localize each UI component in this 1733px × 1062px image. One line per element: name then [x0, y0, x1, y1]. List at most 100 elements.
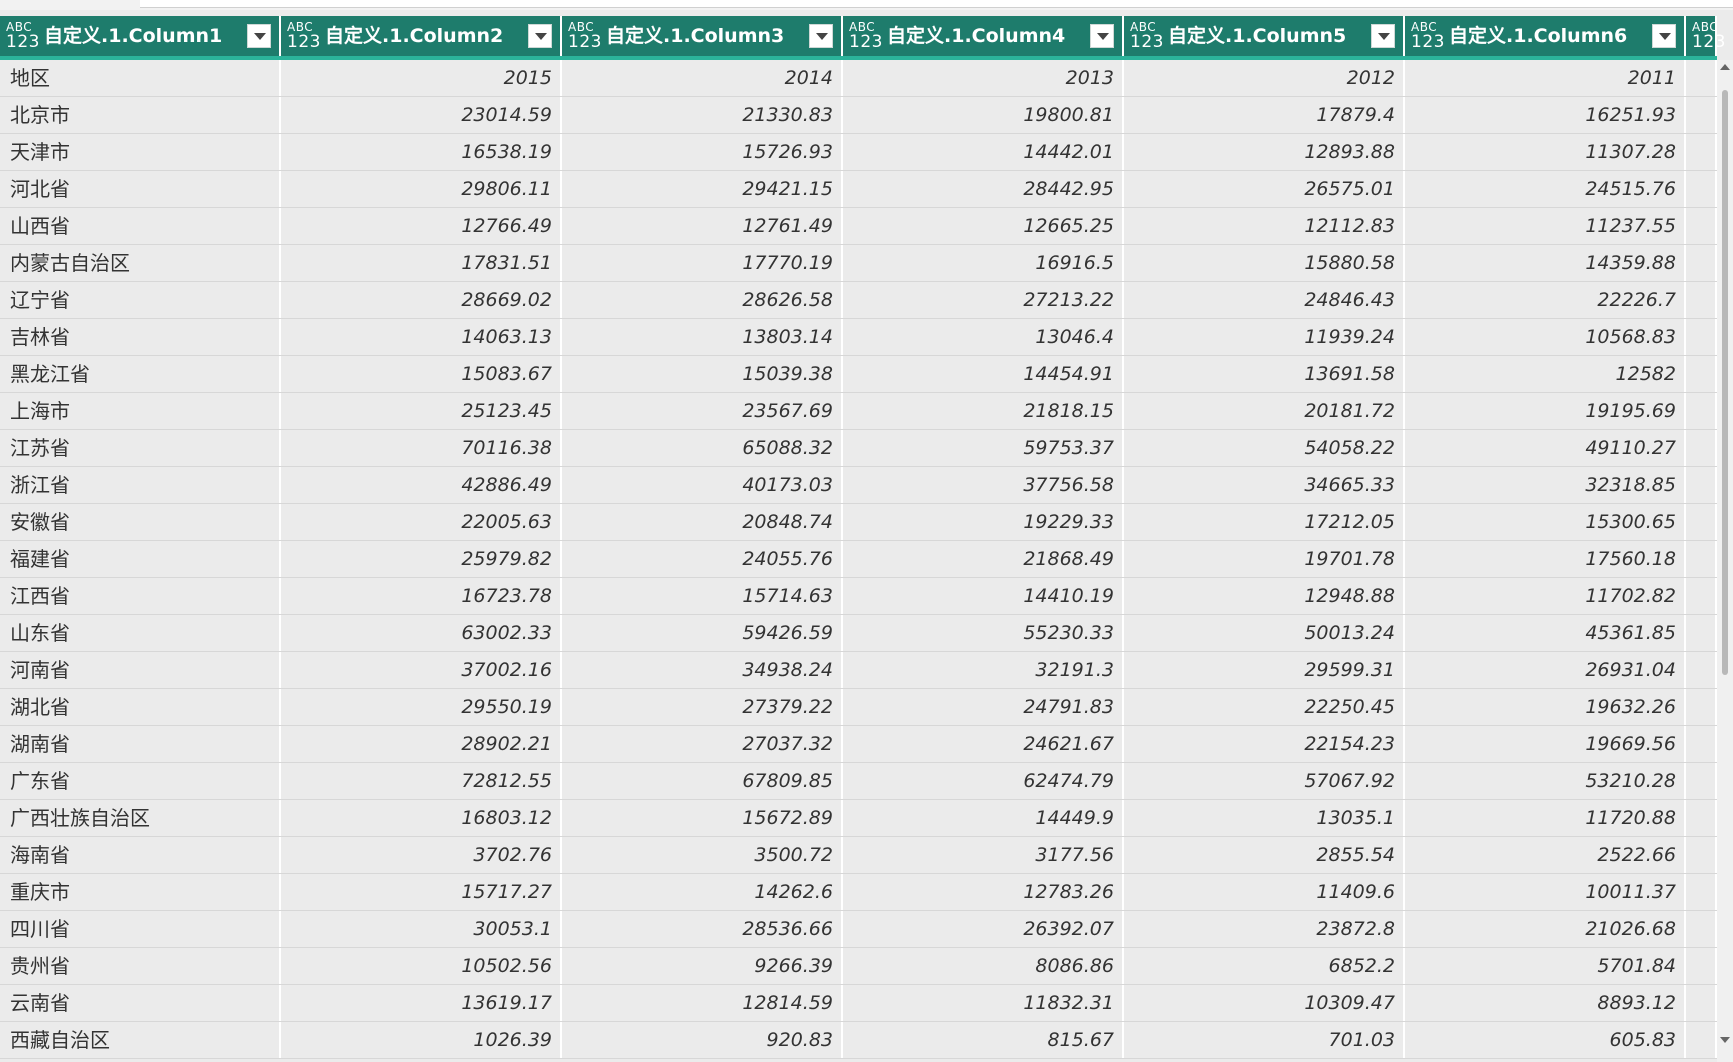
overflow-cell[interactable]: [1686, 1022, 1717, 1058]
value-cell[interactable]: 15717.27: [281, 874, 562, 910]
value-cell[interactable]: 13803.14: [562, 319, 843, 355]
value-cell[interactable]: 22226.7: [1405, 282, 1686, 318]
overflow-cell[interactable]: [1686, 689, 1717, 725]
value-cell[interactable]: 65088.32: [562, 430, 843, 466]
value-cell[interactable]: 27037.32: [562, 726, 843, 762]
value-cell[interactable]: 11237.55: [1405, 208, 1686, 244]
value-cell[interactable]: 605.83: [1405, 1022, 1686, 1058]
overflow-cell[interactable]: [1686, 282, 1717, 318]
column-filter-button[interactable]: [528, 24, 552, 48]
value-cell[interactable]: 29806.11: [281, 171, 562, 207]
column-header-6[interactable]: ABC 123 自定义.1.Column6: [1405, 16, 1686, 56]
overflow-cell[interactable]: [1686, 60, 1717, 96]
value-cell[interactable]: 49110.27: [1405, 430, 1686, 466]
value-cell[interactable]: 2014: [562, 60, 843, 96]
region-cell[interactable]: 山西省: [0, 208, 281, 244]
column-filter-button[interactable]: [1652, 24, 1676, 48]
region-cell[interactable]: 海南省: [0, 837, 281, 873]
overflow-cell[interactable]: [1686, 874, 1717, 910]
value-cell[interactable]: 10568.83: [1405, 319, 1686, 355]
value-cell[interactable]: 12761.49: [562, 208, 843, 244]
value-cell[interactable]: 23872.8: [1124, 911, 1405, 947]
value-cell[interactable]: 32191.3: [843, 652, 1124, 688]
overflow-cell[interactable]: [1686, 430, 1717, 466]
value-cell[interactable]: 25979.82: [281, 541, 562, 577]
value-cell[interactable]: 32318.85: [1405, 467, 1686, 503]
value-cell[interactable]: 10502.56: [281, 948, 562, 984]
value-cell[interactable]: 70116.38: [281, 430, 562, 466]
value-cell[interactable]: 12665.25: [843, 208, 1124, 244]
region-cell[interactable]: 地区: [0, 60, 281, 96]
overflow-cell[interactable]: [1686, 726, 1717, 762]
value-cell[interactable]: 24515.76: [1405, 171, 1686, 207]
value-cell[interactable]: 19632.26: [1405, 689, 1686, 725]
value-cell[interactable]: 17560.18: [1405, 541, 1686, 577]
value-cell[interactable]: 16916.5: [843, 245, 1124, 281]
value-cell[interactable]: 23014.59: [281, 97, 562, 133]
value-cell[interactable]: 19669.56: [1405, 726, 1686, 762]
overflow-cell[interactable]: [1686, 171, 1717, 207]
value-cell[interactable]: 15039.38: [562, 356, 843, 392]
value-cell[interactable]: 11720.88: [1405, 800, 1686, 836]
value-cell[interactable]: 17770.19: [562, 245, 843, 281]
column-header-3[interactable]: ABC 123 自定义.1.Column3: [562, 16, 843, 56]
overflow-cell[interactable]: [1686, 837, 1717, 873]
value-cell[interactable]: 2522.66: [1405, 837, 1686, 873]
any-type-icon[interactable]: ABC 123: [849, 20, 882, 52]
any-type-icon[interactable]: ABC 123: [1411, 20, 1444, 52]
region-cell[interactable]: 吉林省: [0, 319, 281, 355]
value-cell[interactable]: 14454.91: [843, 356, 1124, 392]
value-cell[interactable]: 12893.88: [1124, 134, 1405, 170]
region-cell[interactable]: 北京市: [0, 97, 281, 133]
column-header-7[interactable]: ABC 123: [1686, 16, 1725, 56]
overflow-cell[interactable]: [1686, 615, 1717, 651]
value-cell[interactable]: 11939.24: [1124, 319, 1405, 355]
vertical-scrollbar[interactable]: [1717, 60, 1733, 1062]
overflow-cell[interactable]: [1686, 467, 1717, 503]
value-cell[interactable]: 21818.15: [843, 393, 1124, 429]
value-cell[interactable]: 3500.72: [562, 837, 843, 873]
any-type-icon[interactable]: ABC 123: [568, 20, 601, 52]
value-cell[interactable]: 15300.65: [1405, 504, 1686, 540]
value-cell[interactable]: 14262.6: [562, 874, 843, 910]
value-cell[interactable]: 28626.58: [562, 282, 843, 318]
region-cell[interactable]: 河北省: [0, 171, 281, 207]
value-cell[interactable]: 28536.66: [562, 911, 843, 947]
column-header-1[interactable]: ABC 123 自定义.1.Column1: [0, 16, 281, 56]
region-cell[interactable]: 江苏省: [0, 430, 281, 466]
value-cell[interactable]: 50013.24: [1124, 615, 1405, 651]
value-cell[interactable]: 12783.26: [843, 874, 1124, 910]
value-cell[interactable]: 11702.82: [1405, 578, 1686, 614]
value-cell[interactable]: 45361.85: [1405, 615, 1686, 651]
region-cell[interactable]: 广西壮族自治区: [0, 800, 281, 836]
scroll-up-icon[interactable]: [1720, 64, 1730, 70]
value-cell[interactable]: 14442.01: [843, 134, 1124, 170]
region-cell[interactable]: 浙江省: [0, 467, 281, 503]
value-cell[interactable]: 21330.83: [562, 97, 843, 133]
value-cell[interactable]: 8086.86: [843, 948, 1124, 984]
value-cell[interactable]: 11832.31: [843, 985, 1124, 1021]
overflow-cell[interactable]: [1686, 911, 1717, 947]
value-cell[interactable]: 2015: [281, 60, 562, 96]
value-cell[interactable]: 27213.22: [843, 282, 1124, 318]
value-cell[interactable]: 2013: [843, 60, 1124, 96]
column-header-4[interactable]: ABC 123 自定义.1.Column4: [843, 16, 1124, 56]
value-cell[interactable]: 22005.63: [281, 504, 562, 540]
region-cell[interactable]: 河南省: [0, 652, 281, 688]
overflow-cell[interactable]: [1686, 504, 1717, 540]
overflow-cell[interactable]: [1686, 208, 1717, 244]
overflow-cell[interactable]: [1686, 948, 1717, 984]
column-header-2[interactable]: ABC 123 自定义.1.Column2: [281, 16, 562, 56]
overflow-cell[interactable]: [1686, 763, 1717, 799]
value-cell[interactable]: 16251.93: [1405, 97, 1686, 133]
value-cell[interactable]: 15083.67: [281, 356, 562, 392]
value-cell[interactable]: 15672.89: [562, 800, 843, 836]
region-cell[interactable]: 湖北省: [0, 689, 281, 725]
value-cell[interactable]: 13035.1: [1124, 800, 1405, 836]
column-filter-button[interactable]: [1090, 24, 1114, 48]
value-cell[interactable]: 17831.51: [281, 245, 562, 281]
value-cell[interactable]: 21026.68: [1405, 911, 1686, 947]
value-cell[interactable]: 24846.43: [1124, 282, 1405, 318]
value-cell[interactable]: 1026.39: [281, 1022, 562, 1058]
region-cell[interactable]: 山东省: [0, 615, 281, 651]
